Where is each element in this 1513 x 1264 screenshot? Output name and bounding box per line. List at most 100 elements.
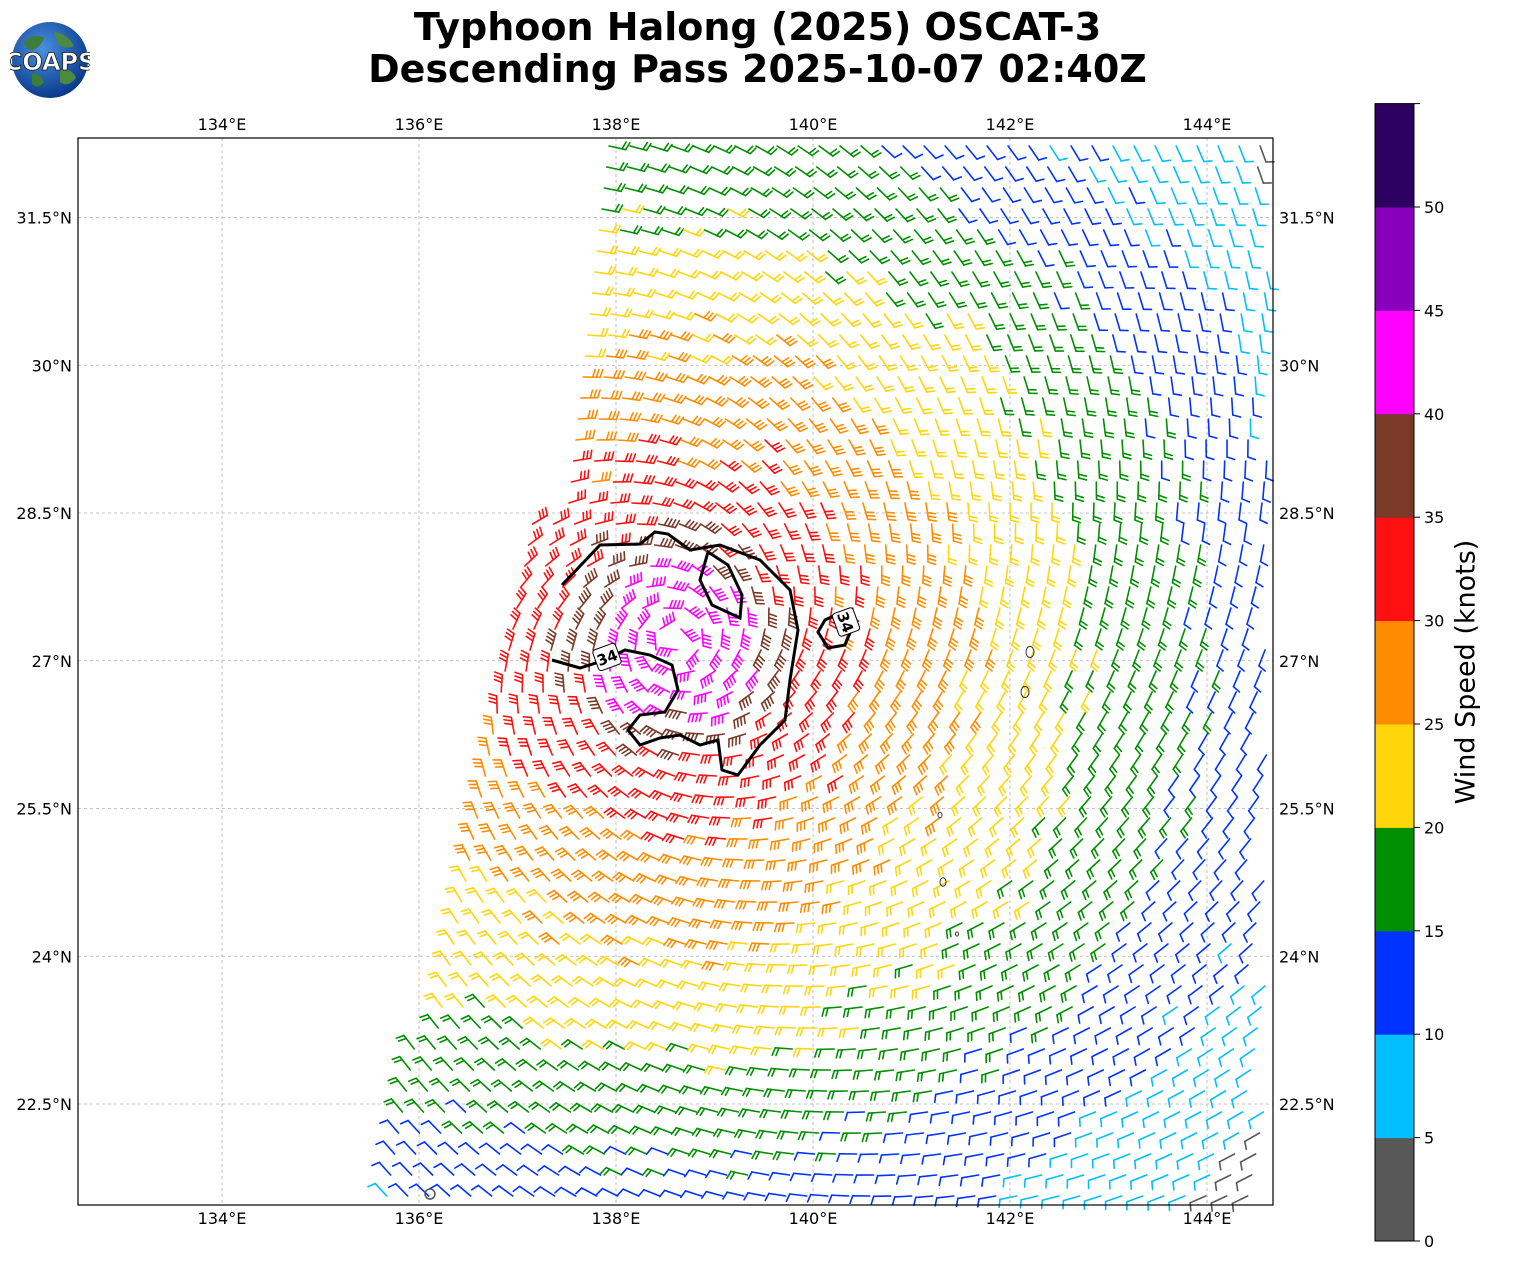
barb-feather — [753, 295, 762, 303]
barb-feather — [1016, 327, 1026, 331]
barb-feather — [822, 382, 832, 388]
wind-barb — [1070, 334, 1085, 353]
barb-feather — [760, 799, 764, 809]
barb-feather — [666, 143, 673, 152]
barb-shaft — [612, 292, 632, 297]
wind-barb — [1035, 271, 1053, 289]
barb-feather — [1076, 179, 1086, 183]
barb-feather — [709, 314, 717, 322]
barb-shaft — [1065, 187, 1076, 204]
barb-feather — [975, 476, 985, 480]
wind-barb — [605, 162, 629, 172]
wind-barb — [1214, 355, 1227, 376]
barb-feather — [850, 536, 860, 539]
barb-feather — [1153, 223, 1164, 226]
barb-feather — [798, 574, 809, 578]
barb-feather — [878, 256, 888, 262]
barb-feather — [870, 173, 880, 180]
barb-shaft — [797, 145, 813, 157]
barb-feather — [720, 376, 728, 384]
barb-feather — [1157, 350, 1168, 354]
barb-feather — [730, 755, 733, 766]
barb-feather — [701, 354, 709, 363]
barb-feather — [804, 213, 813, 220]
barb-shaft — [708, 187, 726, 196]
wind-barb — [909, 271, 929, 287]
barb-feather — [673, 269, 680, 278]
barb-feather — [692, 248, 700, 257]
barb-feather — [823, 510, 834, 513]
barb-feather — [826, 517, 837, 520]
wind-barb — [876, 187, 898, 201]
barb-shaft — [993, 271, 1004, 288]
barb-shaft — [596, 250, 615, 255]
barb-shaft — [1238, 145, 1247, 163]
barb-feather — [770, 759, 773, 770]
barb-feather — [761, 379, 770, 386]
barb-shaft — [860, 145, 875, 158]
barb-feather — [664, 164, 671, 173]
barb-feather — [1068, 389, 1079, 392]
barb-feather — [1219, 350, 1230, 354]
wind-barb — [988, 313, 1006, 331]
wind-barb — [822, 292, 844, 306]
wind-barb — [647, 163, 671, 173]
barb-shaft — [589, 313, 608, 317]
barb-shaft — [731, 355, 748, 366]
barb-feather — [704, 333, 712, 342]
barb-feather — [1053, 200, 1063, 204]
barb-feather — [968, 219, 978, 224]
wind-barb — [825, 271, 847, 285]
barb-feather — [1196, 372, 1206, 375]
barb-feather — [660, 163, 667, 172]
barb-feather — [632, 225, 639, 234]
barb-feather — [960, 258, 971, 263]
wind-barb — [1233, 187, 1249, 205]
barb-feather — [863, 384, 873, 389]
barb-feather — [1222, 329, 1233, 333]
barb-feather — [676, 206, 684, 215]
barb-feather — [1009, 220, 1019, 225]
wind-barb — [762, 271, 785, 283]
barb-feather — [786, 361, 796, 368]
barb-feather — [758, 573, 769, 576]
barb-feather — [1086, 410, 1096, 413]
barb-feather — [1112, 368, 1123, 371]
wind-barb — [1011, 292, 1029, 310]
wind-barb — [850, 229, 872, 243]
barb-feather — [750, 740, 753, 750]
barb-feather — [640, 571, 643, 582]
barb-feather — [706, 312, 714, 321]
wind-barb — [818, 334, 839, 348]
barb-shaft — [710, 166, 729, 175]
wind-barb — [827, 250, 849, 264]
barb-feather — [1001, 284, 1011, 288]
wind-barb — [640, 226, 664, 236]
barb-shaft — [598, 229, 618, 234]
wind-barb — [1060, 229, 1079, 246]
barb-shaft — [647, 355, 666, 362]
barb-shaft — [713, 334, 730, 344]
barb-shaft — [839, 145, 855, 158]
barb-feather — [659, 206, 666, 215]
barb-feather — [681, 353, 688, 362]
wind-barb — [608, 141, 631, 151]
barb-feather — [672, 247, 679, 256]
barb-feather — [904, 214, 914, 220]
barb-shaft — [941, 166, 955, 181]
barb-shaft — [944, 334, 954, 351]
barb-feather — [876, 453, 887, 457]
barb-feather — [683, 672, 686, 682]
barb-shaft — [925, 313, 937, 330]
wind-barb — [1067, 355, 1082, 374]
barb-shaft — [694, 313, 712, 322]
barb-feather — [742, 356, 751, 364]
barb-feather — [1251, 266, 1262, 269]
barb-shaft — [916, 208, 929, 223]
wind-barb — [689, 165, 713, 175]
barb-feather — [949, 369, 959, 372]
barb-feather — [905, 511, 916, 515]
barb-feather — [746, 358, 754, 366]
barb-shaft — [988, 544, 992, 563]
